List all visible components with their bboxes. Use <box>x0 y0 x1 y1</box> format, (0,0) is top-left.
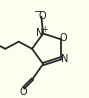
Text: O: O <box>60 33 67 43</box>
Text: N: N <box>61 54 68 64</box>
Text: −: − <box>34 7 42 17</box>
Text: O: O <box>38 11 46 21</box>
Text: O: O <box>20 87 27 97</box>
Text: N: N <box>36 28 43 38</box>
Text: +: + <box>41 25 47 34</box>
